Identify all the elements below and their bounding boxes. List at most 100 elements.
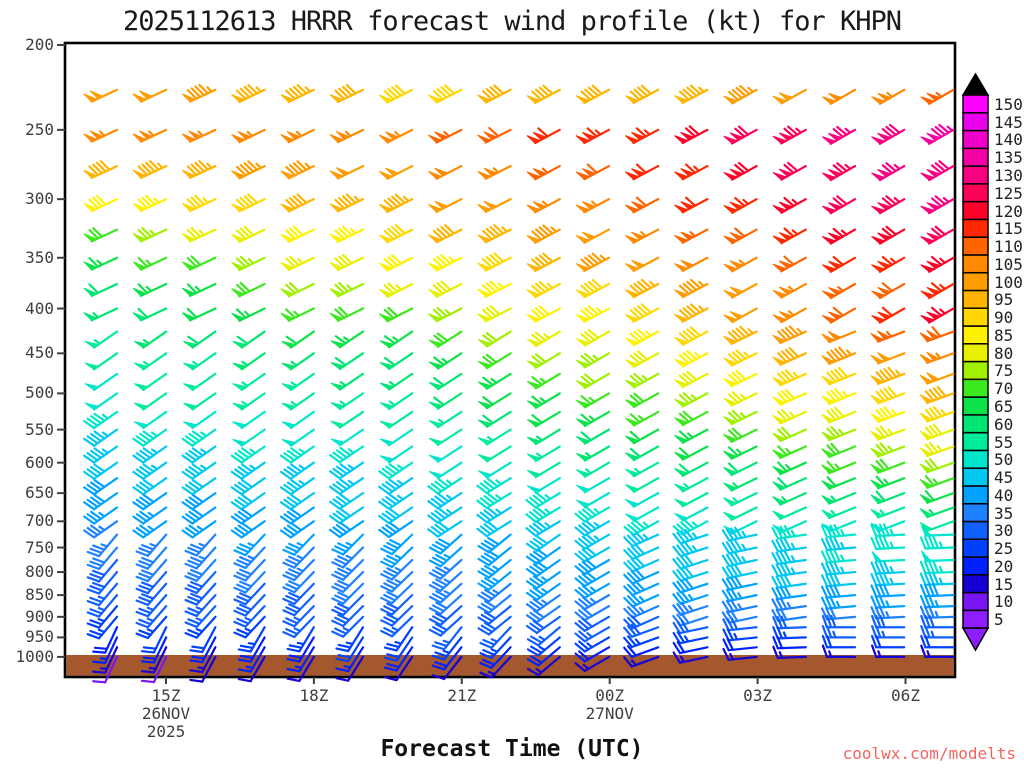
barb-stroke xyxy=(335,677,350,682)
barb-stroke xyxy=(834,368,845,380)
barb-stroke xyxy=(887,366,898,378)
wind-barb xyxy=(920,225,955,245)
barb-stroke xyxy=(145,194,156,206)
barb-stroke xyxy=(239,580,253,588)
barb-pennant xyxy=(330,382,346,391)
barb-stroke xyxy=(771,564,780,578)
barb-stroke xyxy=(881,197,894,208)
barb-stroke xyxy=(830,408,841,420)
wind-barb xyxy=(772,307,807,324)
wind-barb xyxy=(723,477,758,492)
barb-stroke xyxy=(829,524,837,538)
barb-stroke xyxy=(230,529,243,539)
barb-stroke xyxy=(789,411,796,419)
colorbar-tick-label: 30 xyxy=(994,521,1014,541)
barb-stroke xyxy=(441,357,449,364)
barb-pennant xyxy=(625,379,640,389)
barb-stroke xyxy=(95,194,107,206)
barb-pennant xyxy=(920,172,936,181)
wind-barb xyxy=(772,645,807,659)
wind-barb xyxy=(183,372,217,392)
barb-stroke xyxy=(485,282,497,293)
barb-stroke xyxy=(86,576,101,583)
barb-stroke xyxy=(86,483,99,493)
wind-barb xyxy=(184,605,217,629)
wind-barb xyxy=(723,84,758,105)
barb-stroke xyxy=(830,425,841,438)
barb-stroke xyxy=(181,454,194,464)
wind-barb xyxy=(231,160,266,180)
barb-stroke xyxy=(192,360,200,367)
wind-barb xyxy=(723,506,758,521)
barb-pennant xyxy=(920,136,936,145)
barb-stroke xyxy=(688,125,700,136)
barb-stroke xyxy=(874,584,882,598)
barb-stroke xyxy=(924,390,935,402)
barb-stroke xyxy=(86,588,101,595)
barb-pennant xyxy=(871,205,886,214)
barb-stroke xyxy=(534,353,547,364)
y-axis-tick-label: 650 xyxy=(25,483,54,503)
wind-barb xyxy=(183,410,217,430)
barb-stroke xyxy=(195,606,204,611)
barb-pennant xyxy=(674,135,689,144)
x-axis-tick-label: 15Z xyxy=(151,686,181,705)
barb-stroke xyxy=(682,410,694,421)
barb-stroke xyxy=(684,554,694,566)
barb-pennant xyxy=(723,482,738,492)
colorbar-cell xyxy=(962,218,989,238)
barb-stroke xyxy=(495,479,503,486)
wind-barb xyxy=(232,410,266,430)
barb-stroke xyxy=(729,576,739,589)
barb-stroke xyxy=(683,635,690,643)
barb-stroke xyxy=(288,555,302,563)
barb-stroke xyxy=(678,309,690,320)
barb-pennant xyxy=(723,235,739,244)
barb-stroke xyxy=(777,392,788,404)
barb-stroke xyxy=(623,536,634,548)
barb-stroke xyxy=(428,618,442,626)
barb-stroke xyxy=(247,193,259,204)
wind-barb xyxy=(189,626,217,654)
y-axis-tick-label: 350 xyxy=(25,247,54,267)
barb-pennant xyxy=(281,402,297,411)
barb-stroke xyxy=(729,540,739,553)
barb-pennant xyxy=(83,261,98,271)
barb-stroke xyxy=(775,575,784,589)
wind-barb xyxy=(576,477,611,494)
barb-stroke xyxy=(141,569,155,576)
barb-stroke xyxy=(285,583,299,591)
barb-stroke xyxy=(332,451,345,461)
barb-stroke xyxy=(919,536,927,550)
barb-pennant xyxy=(581,231,597,241)
barb-pennant xyxy=(329,288,345,297)
barb-stroke xyxy=(241,400,249,407)
barb-stroke xyxy=(534,307,547,318)
barb-stroke xyxy=(580,355,592,365)
barb-pennant xyxy=(575,204,591,213)
barb-stroke xyxy=(386,554,400,563)
barb-pennant xyxy=(674,263,689,272)
barb-stroke xyxy=(735,86,747,97)
barb-pennant xyxy=(329,203,345,213)
barb-stroke xyxy=(623,646,633,658)
barb-pennant xyxy=(926,372,941,382)
barb-stroke xyxy=(283,526,296,537)
wind-barb xyxy=(189,655,217,683)
barb-stroke xyxy=(584,256,596,267)
barb-stroke xyxy=(676,544,686,556)
colorbar-tick-label: 115 xyxy=(994,219,1023,239)
barb-stroke xyxy=(98,525,106,532)
wind-barb xyxy=(428,533,463,555)
barb-stroke xyxy=(189,678,204,683)
barb-stroke xyxy=(541,200,549,207)
barb-stroke xyxy=(184,549,198,557)
barb-stroke xyxy=(83,501,96,511)
barb-stroke xyxy=(243,162,255,173)
wind-barb xyxy=(871,88,906,105)
wind-barb xyxy=(625,372,660,389)
barb-stroke xyxy=(682,372,694,383)
barb-pennant xyxy=(822,236,837,245)
barb-pennant xyxy=(772,235,788,244)
wind-barb xyxy=(574,506,611,523)
